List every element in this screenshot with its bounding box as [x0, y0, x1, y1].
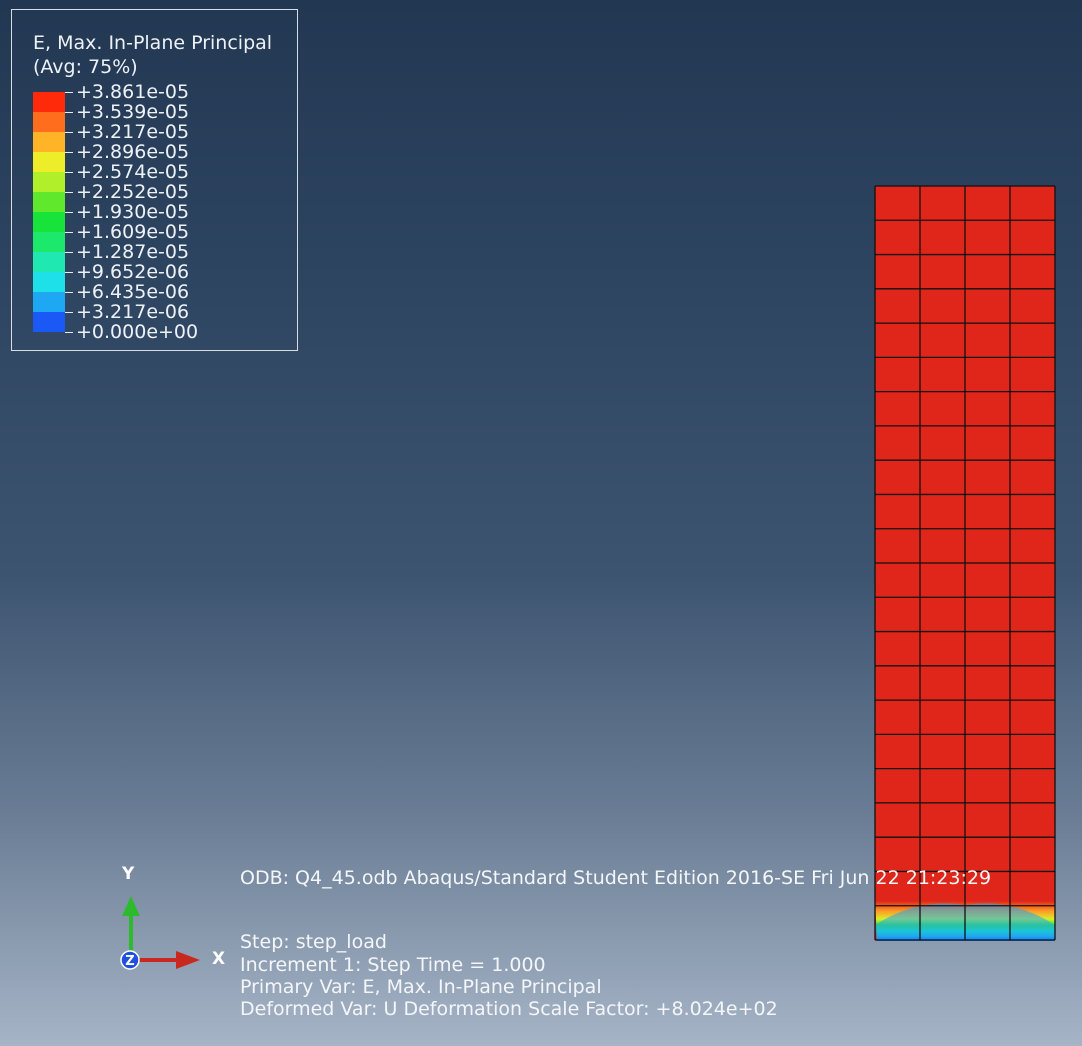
- legend-value: +2.574e-05: [76, 161, 190, 183]
- legend-tick: [65, 172, 73, 173]
- legend-tick: [65, 332, 73, 333]
- legend-color-bar: [33, 92, 65, 332]
- y-axis-label: Y: [122, 864, 135, 884]
- legend-value: +3.217e-05: [76, 121, 190, 143]
- legend-tick: [65, 292, 73, 293]
- legend-tick: [65, 112, 73, 113]
- x-axis-arrow: [131, 951, 200, 969]
- legend-tick: [65, 152, 73, 153]
- legend-value: +3.861e-05: [76, 81, 190, 103]
- legend-tick: [65, 192, 73, 193]
- legend-swatch: [33, 292, 65, 312]
- legend-tick: [65, 92, 73, 93]
- legend-title: E, Max. In-Plane Principal: [33, 32, 273, 54]
- legend-tick: [65, 132, 73, 133]
- y-axis-arrow: [122, 896, 140, 958]
- legend-tick: [65, 212, 73, 213]
- deformed-mesh[interactable]: [873, 185, 1057, 941]
- legend-value: +3.539e-05: [76, 101, 190, 123]
- legend-swatch: [33, 312, 65, 332]
- legend-swatch: [33, 252, 65, 272]
- primary-var-line: Primary Var: E, Max. In-Plane Principal: [240, 976, 602, 998]
- legend-value: +2.896e-05: [76, 141, 190, 163]
- legend-value: +2.252e-05: [76, 181, 190, 203]
- mesh-edges: [874, 185, 1056, 941]
- legend-value: +0.000e+00: [76, 321, 199, 343]
- legend-tick: [65, 232, 73, 233]
- legend-value: +6.435e-06: [76, 281, 190, 303]
- legend-averaging: (Avg: 75%): [33, 56, 138, 78]
- odb-info-line: ODB: Q4_45.odb Abaqus/Standard Student E…: [240, 867, 992, 889]
- contour-legend: E, Max. In-Plane Principal (Avg: 75%) +3…: [11, 9, 298, 351]
- coordinate-triad: Y X Z: [110, 860, 240, 970]
- step-line: Step: step_load: [240, 931, 387, 953]
- legend-swatch: [33, 232, 65, 252]
- legend-swatch: [33, 272, 65, 292]
- legend-value: +1.287e-05: [76, 241, 190, 263]
- x-axis-label: X: [212, 949, 226, 969]
- legend-swatch: [33, 112, 65, 132]
- legend-tick: [65, 272, 73, 273]
- legend-swatch: [33, 212, 65, 232]
- triad-arrows: Z: [120, 896, 200, 970]
- legend-value: +1.609e-05: [76, 221, 190, 243]
- legend-tick: [65, 252, 73, 253]
- deformed-var-line: Deformed Var: U Deformation Scale Factor…: [240, 998, 778, 1020]
- z-axis-label: Z: [125, 954, 134, 969]
- legend-value: +1.930e-05: [76, 201, 190, 223]
- legend-value: +3.217e-06: [76, 301, 190, 323]
- legend-value: +9.652e-06: [76, 261, 190, 283]
- legend-swatch: [33, 132, 65, 152]
- legend-swatch: [33, 152, 65, 172]
- legend-tick: [65, 312, 73, 313]
- legend-swatch: [33, 92, 65, 112]
- legend-swatch: [33, 172, 65, 192]
- z-axis-marker: Z: [120, 950, 140, 970]
- increment-line: Increment 1: Step Time = 1.000: [240, 954, 546, 976]
- legend-swatch: [33, 192, 65, 212]
